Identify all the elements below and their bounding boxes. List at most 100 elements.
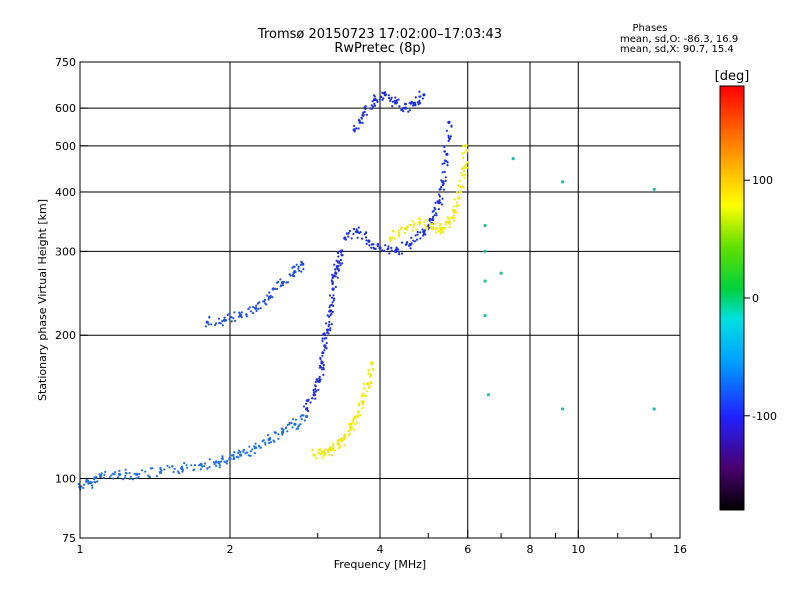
echo-point <box>348 229 352 233</box>
echo-point <box>197 464 201 467</box>
echo-point <box>387 245 390 248</box>
echo-point <box>322 373 325 376</box>
echo-point <box>423 229 426 232</box>
echo-point <box>391 100 394 103</box>
echo-point <box>296 427 300 430</box>
echo-point <box>217 317 221 320</box>
echo-point <box>335 259 338 262</box>
echo-point <box>370 363 373 366</box>
echo-point <box>331 442 334 445</box>
echo-point <box>459 185 462 188</box>
echo-point <box>331 276 334 280</box>
echo-point <box>483 279 487 283</box>
echo-point <box>412 104 415 107</box>
echo-point <box>218 463 221 467</box>
echo-point <box>91 486 94 489</box>
echo-point <box>95 475 98 479</box>
echo-point <box>361 237 364 240</box>
echo-point <box>433 206 436 209</box>
echo-point <box>561 407 565 411</box>
echo-point <box>302 414 305 417</box>
echo-point <box>111 477 115 480</box>
echo-point <box>124 468 127 471</box>
echo-point <box>247 454 250 457</box>
echo-point <box>362 111 365 114</box>
echo-point <box>370 246 373 249</box>
echo-point <box>351 421 354 424</box>
echo-point <box>422 93 426 97</box>
echo-point <box>276 287 279 291</box>
echo-point <box>331 301 334 304</box>
echo-point <box>302 405 306 408</box>
echo-point <box>389 98 392 101</box>
echo-point <box>402 110 405 113</box>
echo-point <box>148 475 151 478</box>
echo-point <box>264 443 267 446</box>
echo-point <box>257 302 260 305</box>
echo-point <box>90 481 93 484</box>
echo-point <box>363 233 366 236</box>
echo-point <box>172 470 175 474</box>
echo-point <box>322 363 325 367</box>
echo-point <box>418 90 421 93</box>
echo-point <box>232 456 235 459</box>
echo-point <box>410 242 413 245</box>
echo-point <box>83 483 86 486</box>
echo-point <box>337 268 340 271</box>
echo-point <box>347 235 350 238</box>
echo-point <box>339 445 342 448</box>
echo-point <box>441 162 444 165</box>
echo-point <box>368 244 371 247</box>
echo-point <box>371 105 375 108</box>
x-tick-label: 1 <box>77 543 84 556</box>
echo-point <box>367 372 370 375</box>
echo-point <box>269 294 272 297</box>
echo-point <box>442 188 445 191</box>
echo-point <box>322 368 325 371</box>
echo-point <box>443 162 446 165</box>
echo-point <box>334 268 337 271</box>
echo-point <box>321 339 324 343</box>
echo-point <box>320 368 324 371</box>
echo-point <box>190 464 193 467</box>
echo-point <box>199 462 203 467</box>
echo-point <box>320 452 323 455</box>
x-tick-label: 2 <box>227 543 234 556</box>
echo-point <box>357 404 361 407</box>
echo-point <box>87 481 90 484</box>
echo-point <box>214 324 217 327</box>
echo-point <box>393 237 396 240</box>
echo-point <box>230 320 233 323</box>
echo-point <box>355 127 358 130</box>
echo-point <box>400 108 403 112</box>
echo-point <box>434 231 438 234</box>
echo-point <box>226 313 229 316</box>
echo-point <box>312 391 315 394</box>
echo-point <box>303 419 306 422</box>
echo-point <box>285 281 288 284</box>
echo-point <box>319 364 322 367</box>
echo-point <box>359 231 362 234</box>
echo-point <box>365 239 368 242</box>
colorbar-gradient <box>719 85 745 511</box>
echo-point <box>362 392 365 395</box>
echo-point <box>366 383 369 386</box>
echo-point <box>330 303 333 306</box>
echo-point <box>430 222 434 226</box>
echo-point <box>212 461 216 464</box>
echo-point <box>432 209 435 212</box>
grid-lines <box>80 62 680 538</box>
echo-point <box>277 433 280 436</box>
echo-point <box>122 478 125 481</box>
echo-point <box>426 225 430 228</box>
echo-point <box>450 124 453 127</box>
echo-point <box>268 291 271 294</box>
echo-point <box>333 449 336 452</box>
echo-point <box>138 472 141 476</box>
echo-point <box>391 105 394 108</box>
echo-point <box>356 236 359 239</box>
echo-point <box>328 453 331 456</box>
echo-point <box>323 344 326 347</box>
echo-point <box>274 432 277 435</box>
y-tick-label: 75 <box>62 532 76 545</box>
